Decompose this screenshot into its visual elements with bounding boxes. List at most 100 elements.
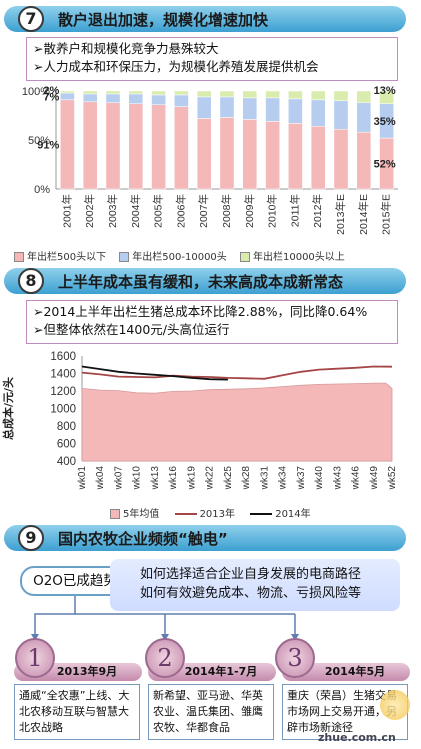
x-tick-label: wk46 [351, 466, 362, 491]
bar-segment [105, 102, 121, 190]
bar-segment [310, 99, 326, 127]
chart7-legend: 年出栏500头以下 年出栏500-10000头 年出栏10000头以上 [14, 248, 345, 263]
section8-banner [4, 268, 406, 294]
section7-banner [4, 6, 406, 32]
x-tick-label: 2011年 [288, 194, 301, 227]
x-tick-label: 2009年 [243, 194, 256, 228]
bar-segment [219, 117, 235, 190]
y-tick-label: 400 [57, 456, 76, 468]
timeline-step-3: 3 [275, 638, 315, 678]
x-tick-label: wk37 [296, 466, 307, 491]
timeline-connector [31, 596, 299, 641]
section7-title: 散户退出加速，规模化增速加快 [58, 11, 269, 29]
bar-segment [128, 103, 144, 190]
bar-segment [60, 99, 75, 190]
bar-segment [242, 97, 258, 120]
x-tick-label: 2014年E [357, 194, 370, 235]
bar-segment [265, 97, 280, 122]
x-tick-label: wk19 [186, 466, 197, 491]
bar-segment [265, 121, 280, 190]
bar-segment [82, 90, 98, 95]
x-tick-label: 2008年 [220, 194, 233, 228]
legend-item-2014: 2014年 [250, 509, 311, 520]
y-axis-title: 总成本/元/头 [1, 377, 15, 440]
legend-item-medium: 年出栏500-10000头 [119, 252, 227, 263]
x-tick-label: 2001年 [60, 194, 73, 228]
x-tick-label: wk16 [168, 466, 179, 491]
bar-segment [151, 90, 166, 96]
x-tick-label: 2003年 [106, 194, 119, 228]
x-tick-label: 2006年 [174, 194, 187, 228]
watermark-text: zhue.com.cn [318, 731, 396, 744]
watermark-logo-icon [380, 690, 410, 720]
series-line-2013年 [81, 365, 393, 380]
question-line-1: 如何选择适合企业自身发展的电商路径 [140, 567, 362, 582]
bar-segment [82, 93, 98, 103]
timeline-step-1: 1 [15, 638, 55, 678]
x-tick-label: wk43 [332, 466, 343, 491]
x-tick-label: 2010年 [266, 194, 279, 228]
x-tick-label: wk28 [241, 466, 252, 491]
data-label: 52% [374, 159, 396, 171]
section8-title: 上半年成本虽有缓和，未来高成本成新常态 [58, 273, 344, 291]
legend-swatch-small [14, 252, 24, 262]
legend-item-small: 年出栏500头以下 [14, 252, 106, 263]
bar-segment [310, 90, 326, 101]
bar-segment [265, 90, 280, 99]
section7-bullet-2: ➢人力成本和环保压力，为规模化养殖发展提供机会 [33, 59, 319, 74]
y-tick-label: 100% [22, 86, 50, 98]
bar-segment [288, 123, 303, 190]
section8-bullets: ➢2014上半年出栏生猪总成本环比降2.88%，同比降0.64% ➢但整体依然在… [26, 300, 398, 344]
bar-segment [242, 90, 258, 99]
series-area-5yr-average [81, 382, 393, 462]
bar-segment [60, 92, 75, 101]
data-label: 2% [43, 85, 59, 97]
x-tick-label: wk10 [132, 466, 143, 491]
y-tick-label: 1200 [50, 386, 76, 398]
bar-segment [356, 102, 372, 133]
x-tick-label: wk22 [205, 466, 216, 491]
y-tick-label: 50% [28, 135, 50, 147]
ecommerce-questions-box: 如何选择适合企业自身发展的电商路径 如何有效避免成本、物流、亏损风险等 [110, 559, 400, 611]
section9-title: 国内农牧企业频频“触电” [58, 530, 228, 548]
timeline-text-2: 新希望、亚马逊、华英农业、温氏集团、雏鹰农牧、华都食品 [148, 684, 274, 740]
bar-segment [174, 94, 189, 107]
bar-segment [128, 90, 144, 95]
bar-segment [242, 119, 258, 190]
bar-segment [151, 94, 166, 105]
bar-segment [379, 90, 394, 104]
section7-bullets: ➢散养户和规模化竞争力悬殊较大 ➢人力成本和环保压力，为规模化养殖发展提供机会 [26, 37, 398, 81]
bar-segment [333, 90, 349, 102]
bar-segment [105, 93, 121, 104]
legend-swatch-large [239, 252, 250, 262]
legend-swatch-medium [119, 252, 130, 262]
y-tick-label: 1000 [50, 404, 76, 416]
x-tick-label: wk25 [223, 466, 234, 491]
bar-segment [333, 128, 349, 190]
y-tick-label: 1400 [50, 369, 76, 381]
bar-segment [128, 93, 144, 104]
bar-segment [196, 96, 212, 119]
bar-segment [105, 90, 121, 95]
bar-segment [196, 90, 212, 98]
section7-bullet-1: ➢散养户和规模化竞争力悬殊较大 [33, 41, 219, 56]
section7-number: 7 [18, 6, 44, 32]
bar-segment [356, 131, 372, 190]
legend-item-5yr: 5年均值 [110, 509, 159, 520]
x-tick-label: wk01 [77, 466, 88, 491]
bar-segment [219, 96, 235, 118]
x-tick-label: wk04 [95, 466, 106, 491]
bar-segment [310, 126, 326, 190]
bar-segment [219, 90, 235, 98]
x-tick-label: 2015年E [380, 194, 393, 235]
x-tick-label: wk52 [387, 466, 398, 491]
legend-line-2014 [250, 513, 273, 515]
data-label: 91% [37, 139, 59, 151]
legend-line-2013 [174, 513, 197, 515]
x-tick-label: wk49 [369, 466, 380, 491]
legend-item-large: 年出栏10000头以上 [239, 252, 345, 263]
x-tick-label: 2005年 [152, 194, 165, 228]
bar-segment [151, 104, 166, 190]
x-tick-label: wk13 [150, 466, 161, 491]
y-tick-label: 800 [57, 421, 76, 433]
